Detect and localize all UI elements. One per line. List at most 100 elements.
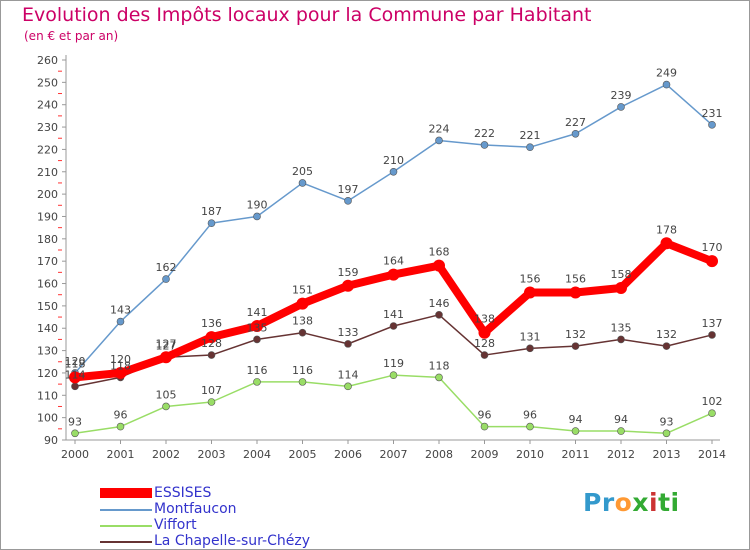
y-tick-label: 210 bbox=[37, 166, 58, 179]
legend-swatch-viffort bbox=[100, 525, 152, 527]
data-label-la-chapelle-sur-ch-zy: 137 bbox=[702, 317, 723, 330]
data-label-viffort: 102 bbox=[702, 395, 723, 408]
data-label-viffort: 94 bbox=[614, 413, 628, 426]
data-point-essises bbox=[114, 366, 127, 379]
data-point-montfaucon bbox=[253, 212, 261, 221]
data-point-la-chapelle-sur-ch-zy bbox=[662, 342, 671, 350]
data-point-montfaucon bbox=[662, 80, 671, 89]
y-tick-label: 260 bbox=[37, 54, 58, 67]
data-point-la-chapelle-sur-ch-zy bbox=[435, 311, 443, 319]
data-label-montfaucon: 249 bbox=[656, 67, 677, 80]
x-tick-label: 2009 bbox=[471, 448, 499, 461]
logo-part-5: ti bbox=[658, 488, 680, 517]
x-tick-label: 2001 bbox=[107, 448, 135, 461]
y-tick-label: 90 bbox=[44, 434, 58, 447]
data-label-montfaucon: 162 bbox=[156, 261, 177, 274]
data-point-viffort bbox=[435, 373, 443, 382]
data-label-montfaucon: 205 bbox=[292, 165, 313, 178]
data-point-essises bbox=[615, 282, 627, 294]
legend-swatch-la-chapelle bbox=[100, 541, 152, 543]
data-point-viffort bbox=[617, 427, 625, 435]
x-tick-label: 2007 bbox=[380, 448, 408, 461]
data-label-la-chapelle-sur-ch-zy: 114 bbox=[65, 368, 86, 381]
data-point-viffort bbox=[298, 378, 307, 386]
data-point-essises bbox=[569, 286, 582, 299]
data-point-montfaucon bbox=[480, 141, 489, 149]
y-tick-label: 170 bbox=[37, 255, 58, 268]
data-point-la-chapelle-sur-ch-zy bbox=[298, 328, 307, 337]
data-label-viffort: 114 bbox=[338, 368, 359, 381]
data-point-montfaucon bbox=[162, 275, 170, 283]
data-point-la-chapelle-sur-ch-zy bbox=[526, 344, 534, 353]
data-label-viffort: 119 bbox=[383, 357, 404, 370]
y-tick-label: 140 bbox=[37, 322, 58, 335]
data-point-viffort bbox=[344, 382, 352, 391]
data-label-viffort: 118 bbox=[429, 359, 450, 372]
data-label-la-chapelle-sur-ch-zy: 138 bbox=[292, 315, 313, 328]
data-point-la-chapelle-sur-ch-zy bbox=[480, 351, 489, 359]
data-point-viffort bbox=[571, 427, 580, 435]
data-label-montfaucon: 197 bbox=[338, 183, 359, 196]
y-tick-label: 180 bbox=[37, 233, 58, 246]
x-tick-label: 2006 bbox=[334, 448, 362, 461]
data-point-viffort bbox=[708, 409, 716, 417]
data-point-montfaucon bbox=[526, 143, 534, 151]
y-tick-label: 200 bbox=[37, 188, 58, 201]
data-label-essises: 120 bbox=[110, 353, 131, 366]
proxiti-logo: Proxiti bbox=[583, 488, 680, 517]
y-tick-label: 130 bbox=[37, 345, 58, 358]
data-label-montfaucon: 231 bbox=[702, 107, 723, 120]
data-label-essises: 168 bbox=[429, 246, 450, 259]
data-point-essises bbox=[342, 279, 354, 292]
data-point-essises bbox=[205, 331, 218, 344]
data-label-montfaucon: 224 bbox=[429, 122, 450, 135]
data-label-la-chapelle-sur-ch-zy: 141 bbox=[383, 308, 404, 321]
legend-label-montfaucon: Montfaucon bbox=[154, 501, 237, 517]
data-label-la-chapelle-sur-ch-zy: 133 bbox=[338, 326, 359, 339]
data-label-essises: 170 bbox=[702, 241, 723, 254]
data-point-la-chapelle-sur-ch-zy bbox=[389, 322, 398, 330]
data-point-montfaucon bbox=[571, 129, 580, 138]
data-label-montfaucon: 120 bbox=[65, 355, 86, 368]
logo-part-3: x bbox=[632, 488, 649, 517]
data-point-essises bbox=[160, 351, 172, 364]
x-tick-label: 2010 bbox=[516, 448, 544, 461]
data-label-essises: 158 bbox=[611, 268, 632, 281]
data-label-la-chapelle-sur-ch-zy: 128 bbox=[201, 337, 222, 350]
x-tick-label: 2005 bbox=[289, 448, 317, 461]
data-label-la-chapelle-sur-ch-zy: 146 bbox=[429, 297, 450, 310]
data-point-viffort bbox=[162, 402, 170, 411]
data-point-la-chapelle-sur-ch-zy bbox=[71, 382, 79, 391]
x-tick-label: 2004 bbox=[243, 448, 271, 461]
data-label-la-chapelle-sur-ch-zy: 131 bbox=[520, 330, 541, 343]
data-label-viffort: 107 bbox=[201, 384, 222, 397]
data-point-viffort bbox=[116, 422, 125, 431]
logo-part-1: Pr bbox=[583, 488, 615, 517]
data-point-la-chapelle-sur-ch-zy bbox=[571, 342, 580, 350]
x-tick-label: 2013 bbox=[653, 448, 681, 461]
y-tick-label: 190 bbox=[37, 210, 58, 223]
data-point-viffort bbox=[480, 422, 489, 431]
x-tick-label: 2000 bbox=[61, 448, 89, 461]
data-point-la-chapelle-sur-ch-zy bbox=[207, 351, 216, 359]
data-point-viffort bbox=[389, 371, 398, 379]
x-tick-label: 2011 bbox=[562, 448, 590, 461]
data-label-essises: 138 bbox=[474, 313, 495, 326]
data-point-la-chapelle-sur-ch-zy bbox=[253, 335, 261, 344]
data-label-viffort: 93 bbox=[660, 415, 674, 428]
data-point-essises bbox=[69, 371, 81, 384]
data-label-montfaucon: 190 bbox=[247, 198, 268, 211]
data-point-montfaucon bbox=[298, 179, 307, 187]
data-point-montfaucon bbox=[207, 219, 216, 227]
x-tick-label: 2002 bbox=[152, 448, 180, 461]
data-point-montfaucon bbox=[389, 167, 398, 176]
chart-title: Evolution des Impôts locaux pour la Comm… bbox=[22, 4, 592, 26]
data-point-la-chapelle-sur-ch-zy bbox=[344, 340, 352, 348]
data-label-montfaucon: 221 bbox=[520, 129, 541, 142]
data-point-essises bbox=[524, 286, 536, 299]
chart-subtitle: (en € et par an) bbox=[24, 29, 119, 43]
data-label-la-chapelle-sur-ch-zy: 118 bbox=[110, 359, 131, 372]
data-point-montfaucon bbox=[116, 317, 125, 326]
data-point-viffort bbox=[662, 429, 671, 438]
